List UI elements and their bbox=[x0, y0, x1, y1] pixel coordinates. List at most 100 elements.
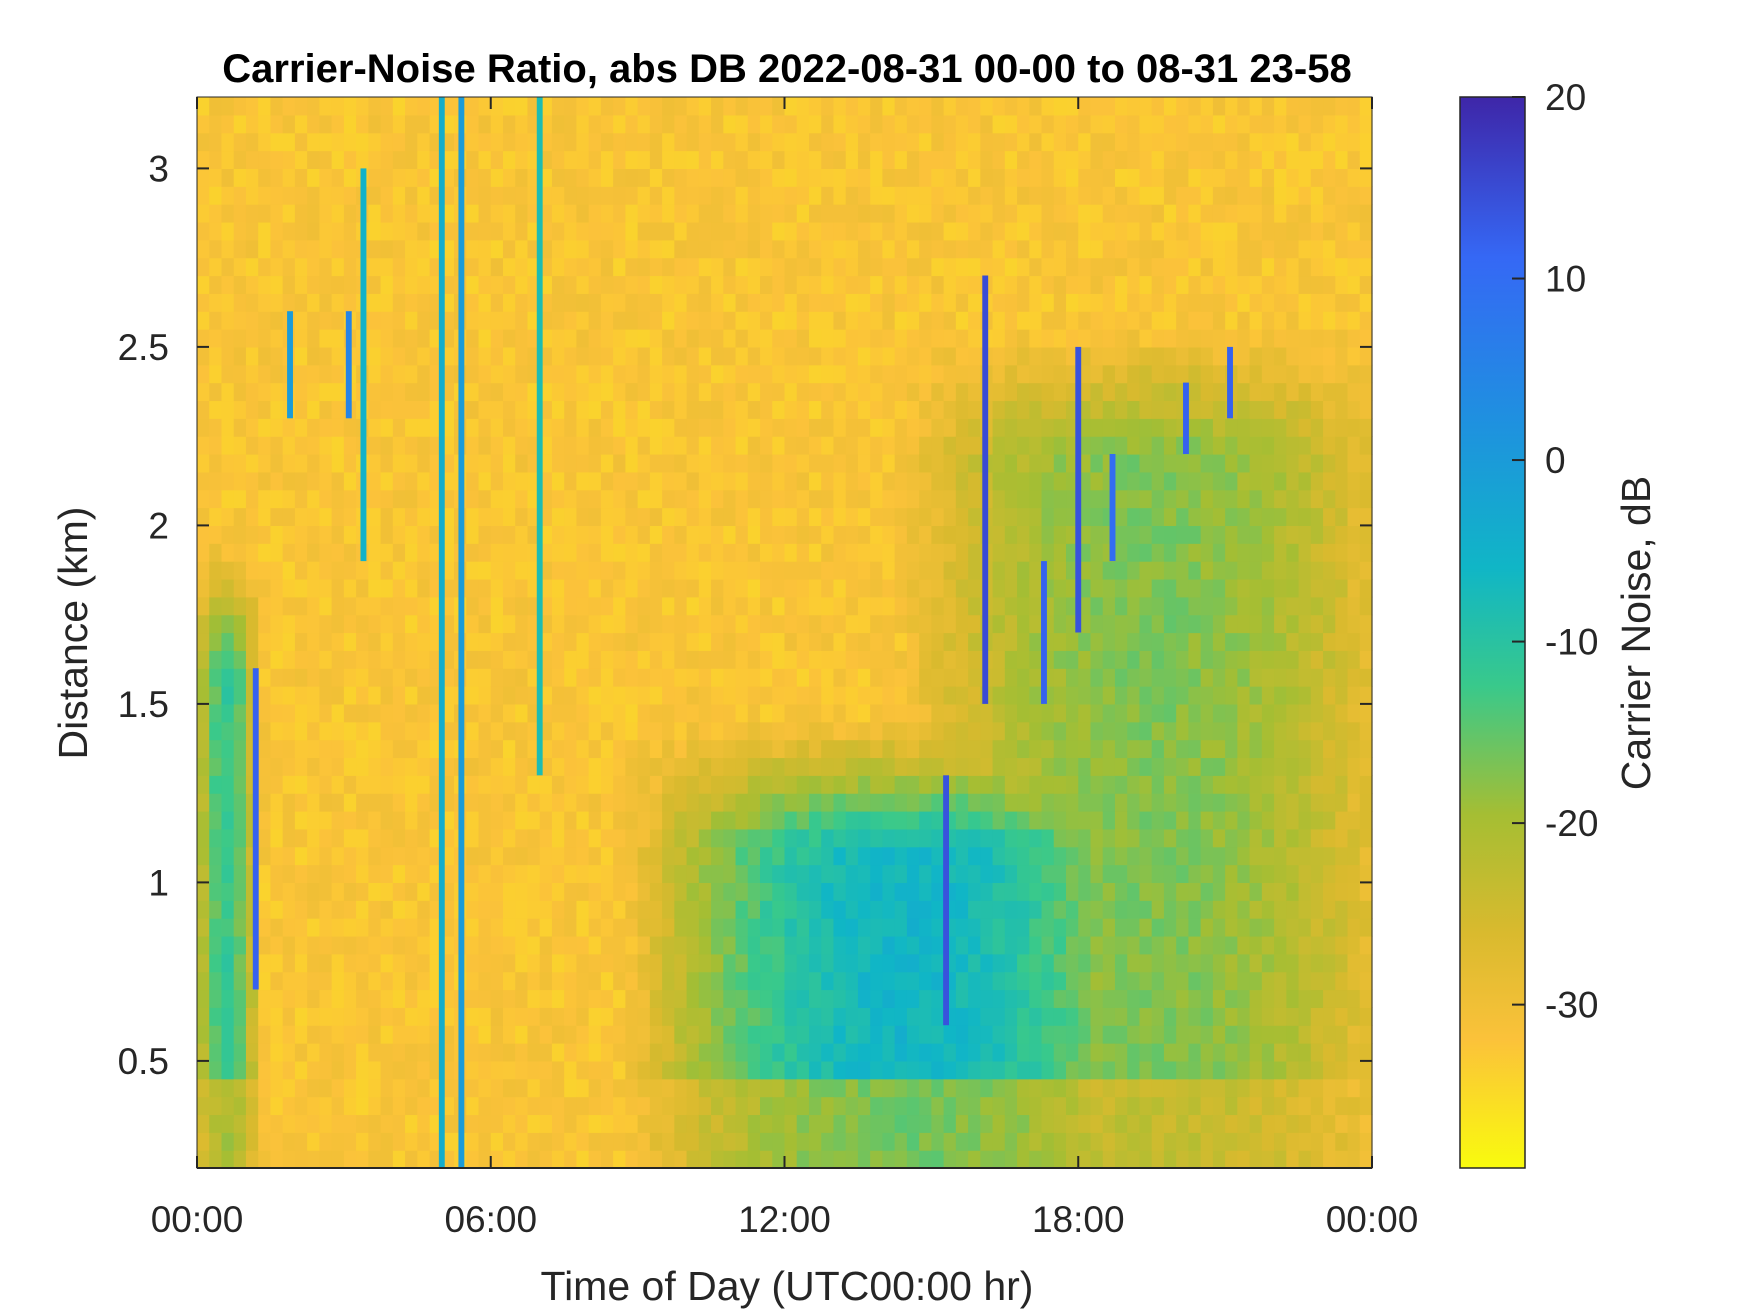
heatmap-cell bbox=[906, 650, 920, 669]
heatmap-cell bbox=[662, 1025, 675, 1044]
heatmap-cell bbox=[466, 204, 480, 223]
heatmap-cell bbox=[319, 1025, 333, 1044]
heatmap-cell bbox=[576, 632, 590, 651]
heatmap-cell bbox=[919, 811, 932, 830]
heatmap-cell bbox=[808, 418, 822, 437]
heatmap-cell bbox=[735, 935, 749, 955]
heatmap-cell bbox=[1127, 436, 1141, 455]
heatmap-cell bbox=[1188, 614, 1202, 634]
heatmap-cell bbox=[980, 221, 994, 241]
heatmap-cell bbox=[405, 864, 418, 883]
heatmap-cell bbox=[600, 596, 614, 616]
heatmap-cell bbox=[711, 721, 724, 741]
heatmap-cell bbox=[1004, 489, 1018, 509]
heatmap-cell bbox=[258, 935, 272, 955]
heatmap-cell bbox=[1102, 846, 1116, 866]
heatmap-cell bbox=[282, 1150, 296, 1169]
heatmap-cell bbox=[294, 543, 308, 562]
heatmap-cell bbox=[539, 971, 553, 991]
heatmap-cell bbox=[527, 1025, 541, 1044]
heatmap-cell bbox=[197, 793, 210, 812]
heatmap-cell bbox=[539, 507, 553, 526]
heatmap-cell bbox=[490, 1078, 504, 1098]
heatmap-cell bbox=[258, 1078, 272, 1098]
heatmap-cell bbox=[735, 793, 749, 812]
heatmap-cell bbox=[368, 828, 382, 848]
heatmap-cell bbox=[1114, 275, 1128, 294]
heatmap-cell bbox=[282, 168, 296, 187]
heatmap-cell bbox=[772, 668, 786, 687]
heatmap-cell bbox=[649, 471, 663, 491]
heatmap-cell bbox=[1163, 721, 1177, 741]
heatmap-cell bbox=[441, 578, 455, 598]
heatmap-cell bbox=[356, 114, 369, 134]
heatmap-cell bbox=[576, 1096, 590, 1116]
heatmap-cell bbox=[1029, 793, 1043, 812]
heatmap-cell bbox=[233, 489, 247, 509]
heatmap-cell bbox=[747, 578, 761, 598]
heatmap-cell bbox=[209, 221, 223, 241]
heatmap-cell bbox=[870, 471, 884, 491]
heatmap-cell bbox=[600, 168, 614, 187]
heatmap-cell bbox=[760, 846, 773, 866]
heatmap-cell bbox=[478, 1114, 492, 1133]
heatmap-cell bbox=[711, 257, 724, 277]
heatmap-cell bbox=[772, 329, 786, 348]
heatmap-cell bbox=[870, 614, 884, 634]
heatmap-cell bbox=[821, 1060, 835, 1080]
heatmap-cell bbox=[857, 382, 871, 402]
heatmap-cell bbox=[1188, 953, 1202, 973]
heatmap-cell bbox=[723, 382, 737, 402]
heatmap-cell bbox=[490, 114, 504, 134]
heatmap-cell bbox=[1127, 186, 1141, 205]
heatmap-cell bbox=[1163, 846, 1177, 866]
heatmap-cell bbox=[343, 578, 357, 598]
heatmap-cell bbox=[943, 364, 957, 384]
heatmap-cell bbox=[392, 775, 406, 794]
heatmap-cell bbox=[515, 400, 529, 419]
heatmap-cell bbox=[307, 329, 320, 348]
heatmap-cell bbox=[613, 739, 626, 759]
heatmap-cell bbox=[270, 864, 284, 883]
heatmap-cell bbox=[919, 882, 932, 901]
heatmap-cell bbox=[368, 1114, 382, 1133]
heatmap-cell bbox=[319, 275, 333, 294]
heatmap-cell bbox=[258, 275, 272, 294]
heatmap-cell bbox=[992, 811, 1006, 830]
heatmap-cell bbox=[221, 471, 235, 491]
heatmap-cell bbox=[686, 507, 700, 526]
heatmap-cell bbox=[1127, 864, 1141, 883]
heatmap-cell bbox=[209, 293, 223, 312]
heatmap-cell bbox=[380, 221, 394, 241]
heatmap-cell bbox=[919, 1096, 932, 1116]
heatmap-cell bbox=[919, 935, 932, 955]
heatmap-cell bbox=[270, 221, 284, 241]
heatmap-cell bbox=[784, 168, 798, 187]
heatmap-cell bbox=[380, 329, 394, 348]
heatmap-cell bbox=[551, 489, 565, 509]
heatmap-cell bbox=[808, 721, 822, 741]
heatmap-cell bbox=[845, 882, 859, 901]
heatmap-cell bbox=[478, 596, 492, 616]
heatmap-cell bbox=[417, 364, 431, 384]
heatmap-cell bbox=[662, 953, 675, 973]
heatmap-cell bbox=[821, 525, 835, 544]
heatmap-cell bbox=[784, 953, 798, 973]
heatmap-cell bbox=[319, 793, 333, 812]
heatmap-cell bbox=[882, 97, 896, 116]
heatmap-cell bbox=[649, 900, 663, 919]
heatmap-cell bbox=[796, 221, 810, 241]
heatmap-cell bbox=[221, 686, 235, 705]
heatmap-cell bbox=[282, 739, 296, 759]
heatmap-cell bbox=[968, 918, 981, 937]
heatmap-cell bbox=[784, 204, 798, 223]
heatmap-cell bbox=[747, 525, 761, 544]
heatmap-cell bbox=[600, 989, 614, 1008]
heatmap-cell bbox=[906, 739, 920, 759]
heatmap-cell bbox=[784, 114, 798, 134]
heatmap-cell bbox=[343, 757, 357, 776]
heatmap-cell bbox=[1151, 793, 1165, 812]
heatmap-cell bbox=[760, 1096, 773, 1116]
heatmap-cell bbox=[319, 686, 333, 705]
heatmap-cell bbox=[588, 418, 602, 437]
